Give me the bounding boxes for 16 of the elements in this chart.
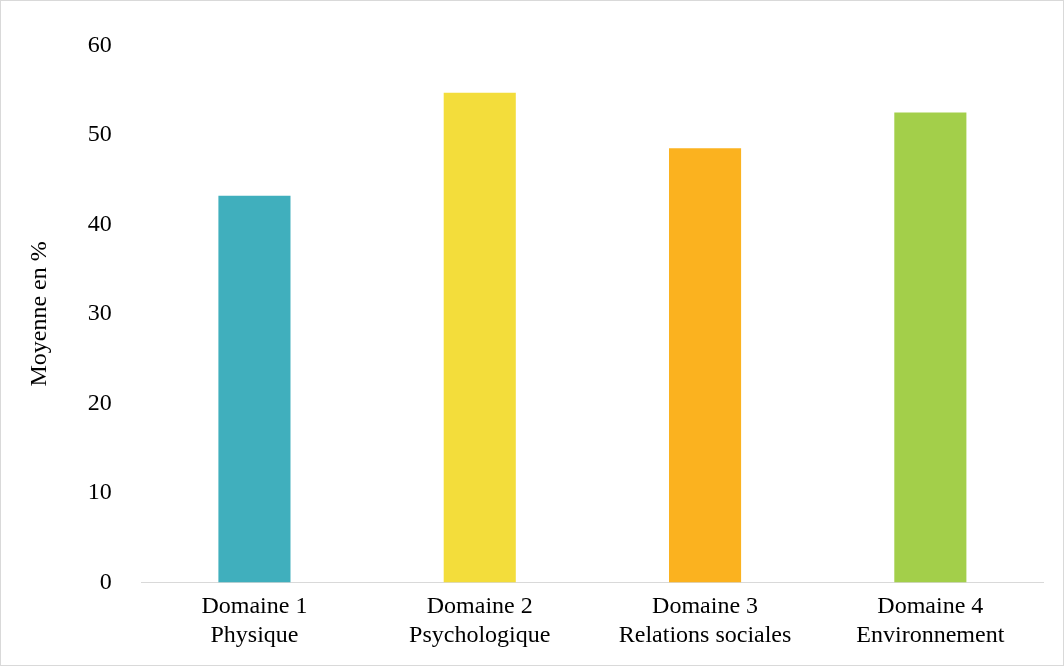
y-tick-label: 40 <box>87 209 112 236</box>
x-tick-label: Domaine 4 Environnement <box>856 592 1005 647</box>
y-tick-label: 50 <box>87 120 112 147</box>
y-tick-label: 10 <box>87 478 112 505</box>
x-tick-label: Domaine 2 Psychologique <box>409 592 551 647</box>
y-tick-label: 0 <box>99 567 112 594</box>
bar <box>894 112 967 583</box>
y-tick-label: 20 <box>87 388 112 415</box>
bar <box>669 148 742 583</box>
bar <box>218 195 291 583</box>
bar <box>443 92 516 583</box>
x-tick-label: Domaine 3 Relations sociales <box>618 592 792 647</box>
y-tick-label: 60 <box>87 30 112 57</box>
y-axis-title: Moyenne en % <box>24 241 51 387</box>
y-tick-label: 30 <box>87 299 112 326</box>
x-tick-label: Domaine 1 Physique <box>201 592 308 647</box>
